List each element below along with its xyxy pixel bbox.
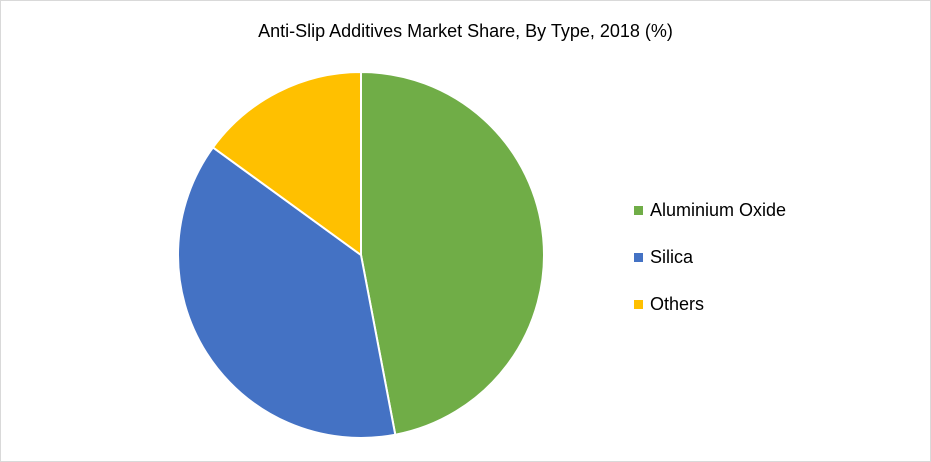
legend-label: Others bbox=[650, 294, 705, 314]
pie-slice-aluminium-oxide bbox=[360, 70, 545, 436]
legend-swatch bbox=[634, 253, 643, 262]
legend-label: Aluminium Oxide bbox=[650, 200, 787, 220]
legend-swatch bbox=[634, 300, 643, 309]
pie-slice-others bbox=[211, 70, 362, 257]
pie-slice-silica bbox=[177, 146, 397, 439]
legend-item-silica: Silica bbox=[634, 234, 786, 281]
legend-label: Silica bbox=[650, 247, 694, 267]
legend: Aluminium Oxide Silica Others bbox=[634, 187, 786, 328]
legend-item-others: Others bbox=[634, 281, 786, 328]
legend-swatch bbox=[634, 206, 643, 215]
legend-item-aluminium-oxide: Aluminium Oxide bbox=[634, 187, 786, 234]
chart-title: Anti-Slip Additives Market Share, By Typ… bbox=[258, 21, 673, 41]
